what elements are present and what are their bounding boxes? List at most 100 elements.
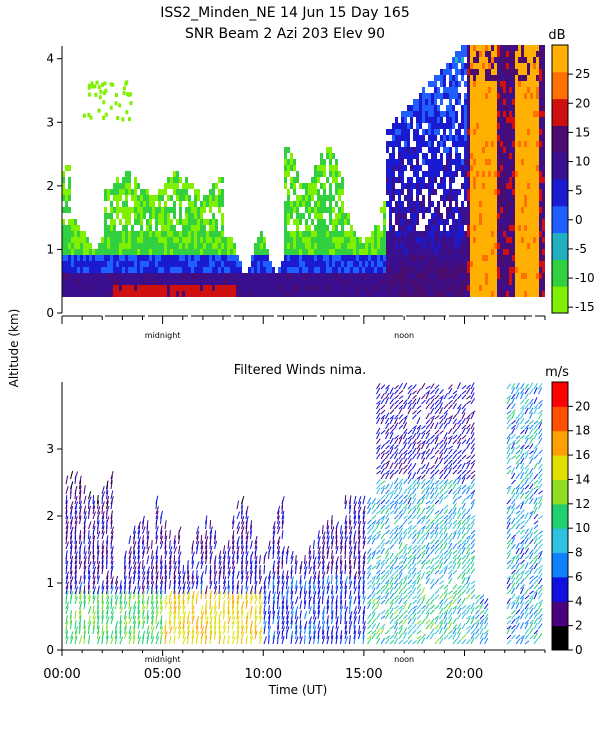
snr-cell [323,273,326,279]
snr-cell [284,273,287,279]
wind-barb [250,590,253,600]
snr-cell [410,231,413,237]
snr-cell [197,273,200,279]
snr-cell [515,147,518,153]
snr-cell [158,279,161,285]
snr-cell [347,237,350,243]
wind-barb [137,525,141,535]
snr-cell [224,279,227,285]
snr-cell [431,147,434,153]
snr-cell [74,261,77,267]
snr-cell [326,231,329,237]
snr-cell [539,261,542,267]
snr-cell [128,219,131,225]
snr-cell [134,267,137,273]
wind-barb [101,520,105,530]
snr-cell [179,291,182,297]
wind-barb [344,545,347,555]
snr-cell [446,69,449,75]
snr-cell [374,225,377,231]
wind-barb [182,605,186,615]
snr-cell [503,153,506,159]
snr-cell [353,273,356,279]
snr-cell [89,261,92,267]
snr-cell [455,117,458,123]
wind-barb [344,515,347,525]
snr-cell [62,243,65,249]
snr-cell [443,261,446,267]
snr-cell [464,135,467,141]
snr-cell [296,243,299,249]
snr-cell [131,189,134,195]
snr-cell [293,159,296,165]
snr-cell [101,82,105,87]
wind-barb [142,590,146,600]
snr-cell [449,105,452,111]
snr-cell [383,279,386,285]
snr-cell [182,255,185,261]
snr-cell [503,117,506,123]
snr-cell [428,291,431,297]
snr-cell [524,69,527,75]
snr-cell [218,291,221,297]
wind-barb [259,590,262,600]
snr-cell [425,291,428,297]
snr-cell [458,267,461,273]
snr-cell [509,219,512,225]
snr-cell [497,243,500,249]
snr-cell [419,99,422,105]
snr-cell [119,207,122,213]
snr-cell [350,273,353,279]
snr-cell [464,243,467,249]
snr-cell [458,69,461,75]
wind-barb [142,540,145,550]
snr-cell [338,291,341,297]
snr-cell [308,267,311,273]
snr-cell [407,159,410,165]
snr-cell [503,189,506,195]
snr-cell [446,231,449,237]
snr-cell [122,213,125,219]
snr-cell [293,285,296,291]
snr-cell [326,153,329,159]
snr-cell [356,273,359,279]
snr-cell [497,105,500,111]
snr-cell [398,237,401,243]
wind-barb [367,630,372,635]
snr-cell [512,105,515,111]
snr-cell [452,111,455,117]
snr-cell [503,183,506,189]
snr-cell [242,291,245,297]
snr-cell [167,267,170,273]
snr-cell [425,243,428,249]
snr-cell [479,195,482,201]
wind-barb [106,590,110,600]
snr-cell [509,165,512,171]
snr-cell [266,285,269,291]
snr-cell [380,237,383,243]
snr-cell [527,177,530,183]
wind-barb [110,470,114,480]
snr-cell [506,111,509,117]
snr-cell [479,237,482,243]
wind-barb [358,606,362,615]
snr-cell [476,291,479,297]
wind-barb [344,585,348,595]
snr-cell [404,267,407,273]
snr-cell [461,273,464,279]
wind-barb [187,591,191,600]
snr-cell [350,231,353,237]
snr-cell [497,261,500,267]
wind-barb [178,526,182,535]
wind-barb [218,570,222,580]
wind-barb [79,500,82,510]
snr-cell [428,279,431,285]
snr-cell [326,237,329,243]
snr-cell [401,261,404,267]
snr-cell [224,255,227,261]
wind-barb [358,506,362,515]
snr-cell [536,159,539,165]
wind-barb [277,550,280,560]
snr-cell [470,117,473,123]
snr-cell [314,201,317,207]
